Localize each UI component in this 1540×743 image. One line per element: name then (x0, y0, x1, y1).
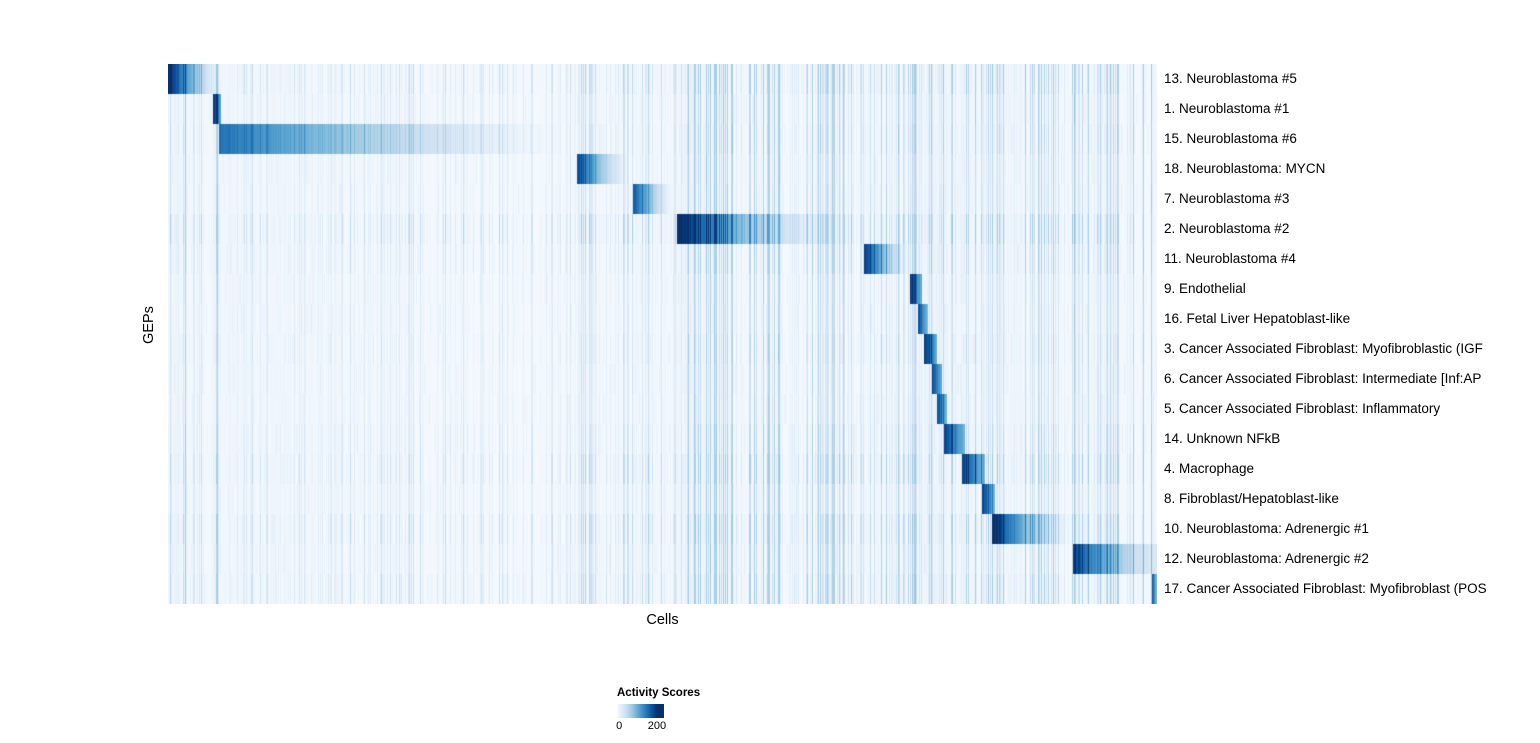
legend-ticks: 0 200 (616, 720, 667, 734)
y-axis-label: GEPs (141, 306, 157, 344)
gep-row-label: 9. Endothelial (1164, 281, 1246, 296)
heatmap-canvas (168, 64, 1157, 604)
legend-tick-high: 200 (647, 720, 667, 732)
gep-row-label: 18. Neuroblastoma: MYCN (1164, 161, 1326, 176)
gep-row-label: 3. Cancer Associated Fibroblast: Myofibr… (1164, 341, 1483, 356)
gep-row-label: 4. Macrophage (1164, 461, 1255, 476)
legend-colorbar (617, 704, 664, 718)
activity-scores-legend: Activity Scores 0 200 (616, 687, 757, 734)
legend-title: Activity Scores (617, 687, 701, 699)
gep-row-label: 12. Neuroblastoma: Adrenergic #2 (1164, 551, 1369, 566)
x-axis-label: Cells (646, 612, 679, 628)
gep-row-label: 6. Cancer Associated Fibroblast: Interme… (1164, 371, 1482, 386)
gep-row-label: 5. Cancer Associated Fibroblast: Inflamm… (1164, 401, 1441, 416)
gep-row-label: 17. Cancer Associated Fibroblast: Myofib… (1164, 581, 1487, 596)
gep-row-label: 8. Fibroblast/Hepatoblast-like (1164, 491, 1339, 506)
gep-row-label: 7. Neuroblastoma #3 (1164, 191, 1290, 206)
row-labels: 13. Neuroblastoma #5 1. Neuroblastoma #1 1… (1164, 64, 1540, 604)
heatmap-plot-area (168, 64, 1157, 604)
gep-row-label: 15. Neuroblastoma #6 (1164, 131, 1297, 146)
legend-tick-low: 0 (616, 720, 623, 732)
gep-row-label: 11. Neuroblastoma #4 (1164, 251, 1296, 266)
gep-row-label: 2. Neuroblastoma #2 (1164, 221, 1290, 236)
gep-row-label: 1. Neuroblastoma #1 (1164, 101, 1290, 116)
gep-row-label: 10. Neuroblastoma: Adrenergic #1 (1164, 521, 1369, 536)
gep-row-label: 14. Unknown NFkB (1164, 431, 1281, 446)
gep-row-label: 13. Neuroblastoma #5 (1164, 71, 1297, 86)
gep-row-label: 16. Fetal Liver Hepatoblast-like (1164, 311, 1351, 326)
